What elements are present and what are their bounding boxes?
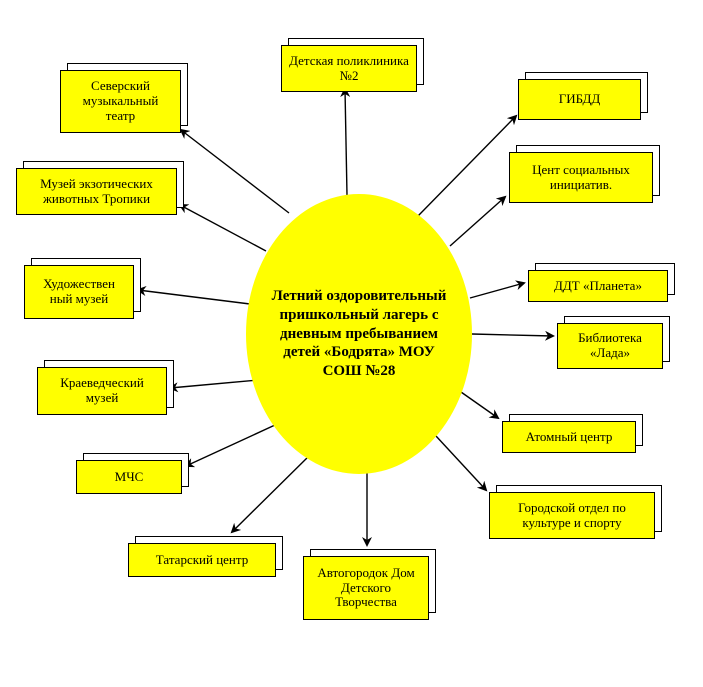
node-box: Музей экзотических животных Тропики (16, 168, 177, 215)
node-n0: Северский музыкальный театр (60, 63, 188, 133)
node-box: Татарский центр (128, 543, 276, 577)
node-n13: Автогородок Дом Детского Творчества (303, 549, 436, 620)
arrow-n2 (418, 116, 516, 216)
node-n12: Татарский центр (128, 536, 283, 577)
arrow-n9 (461, 392, 498, 418)
node-n10: МЧС (76, 453, 189, 494)
center-label: Летний оздоровительный пришкольный лагер… (267, 287, 451, 381)
node-box: ГИБДД (518, 79, 641, 120)
arrow-n5 (138, 290, 250, 304)
node-box: Детская поликлиника №2 (281, 45, 417, 92)
arrow-n1 (345, 89, 347, 195)
arrow-n8 (170, 380, 258, 388)
arrow-n11 (436, 436, 486, 490)
node-label: Татарский центр (156, 553, 248, 568)
arrow-n12 (232, 454, 311, 532)
node-label: Атомный центр (526, 430, 613, 445)
node-n6: ДДТ «Планета» (528, 263, 675, 302)
node-box: ДДТ «Планета» (528, 270, 668, 302)
arrow-n0 (181, 130, 289, 213)
arrow-n10 (186, 425, 275, 466)
node-box: Городской отдел по культуре и спорту (489, 492, 655, 539)
node-box: Автогородок Дом Детского Творчества (303, 556, 429, 620)
node-label: Северский музыкальный театр (67, 79, 174, 124)
node-n5: Художествен ный музей (24, 258, 141, 319)
center-ellipse: Летний оздоровительный пришкольный лагер… (246, 194, 472, 474)
node-box: Библиотека «Лада» (557, 323, 663, 369)
node-label: Художествен ный музей (31, 277, 127, 307)
node-label: Краеведческий музей (44, 376, 160, 406)
node-box: Атомный центр (502, 421, 636, 453)
node-box: Цент социальных инициатив. (509, 152, 653, 203)
node-n8: Краеведческий музей (37, 360, 174, 415)
node-n7: Библиотека «Лада» (557, 316, 670, 369)
node-label: Городской отдел по культуре и спорту (496, 501, 648, 531)
node-label: Библиотека «Лада» (564, 331, 656, 361)
node-label: Автогородок Дом Детского Творчества (310, 566, 422, 611)
node-box: Северский музыкальный театр (60, 70, 181, 133)
node-label: ДДТ «Планета» (554, 279, 642, 294)
node-label: Детская поликлиника №2 (288, 54, 410, 84)
node-label: Цент социальных инициатив. (516, 163, 646, 193)
node-n1: Детская поликлиника №2 (281, 38, 424, 92)
arrow-n6 (470, 283, 524, 298)
node-box: Краеведческий музей (37, 367, 167, 415)
node-box: МЧС (76, 460, 182, 494)
diagram-stage: Летний оздоровительный пришкольный лагер… (0, 0, 703, 687)
arrow-n4 (450, 197, 505, 246)
arrow-n7 (472, 334, 553, 336)
node-n9: Атомный центр (502, 414, 643, 453)
node-label: Музей экзотических животных Тропики (23, 177, 170, 207)
node-label: МЧС (115, 470, 144, 485)
node-n2: ГИБДД (518, 72, 648, 120)
node-n11: Городской отдел по культуре и спорту (489, 485, 662, 539)
node-n3: Музей экзотических животных Тропики (16, 161, 184, 215)
node-box: Художествен ный музей (24, 265, 134, 319)
arrow-n3 (180, 205, 266, 251)
node-n4: Цент социальных инициатив. (509, 145, 660, 203)
node-label: ГИБДД (559, 92, 601, 107)
